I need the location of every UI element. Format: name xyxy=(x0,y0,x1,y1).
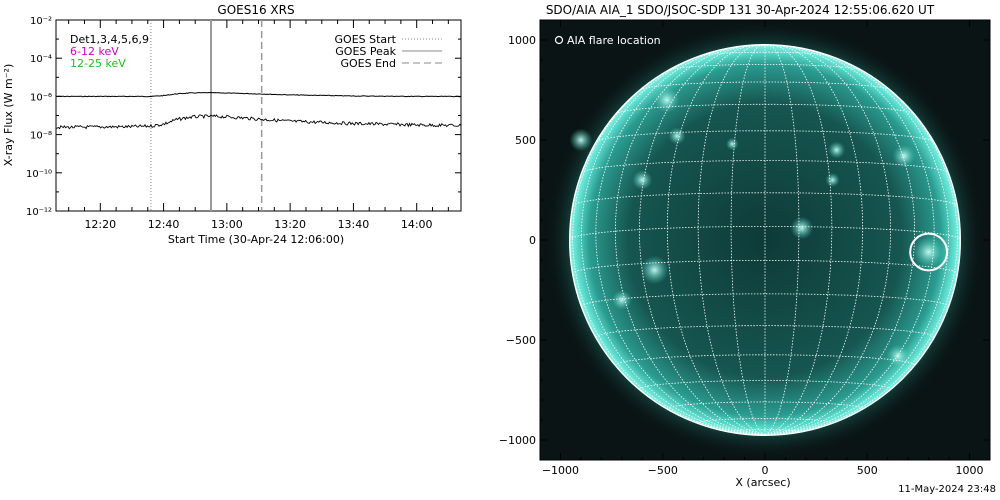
flare-legend-label: AIA flare location xyxy=(567,34,661,47)
goes-x-tick-label: 13:00 xyxy=(211,218,243,231)
meridian-line xyxy=(764,45,935,436)
goes-x-tick-label: 13:20 xyxy=(274,218,306,231)
goes-x-tick-label: 12:20 xyxy=(84,218,116,231)
legend-6-12-kev: 6-12 keV xyxy=(70,45,119,58)
aia-x-tick-label: 1000 xyxy=(956,464,984,477)
goes-y-tick-label: 10⁻¹² xyxy=(26,207,52,218)
parallel-line xyxy=(730,429,800,433)
goes-series-high xyxy=(56,91,462,98)
goes-chart-title: GOES16 XRS xyxy=(217,3,294,17)
legend-12-25-kev: 12-25 keV xyxy=(70,57,126,70)
goes-x-axis-label: Start Time (30-Apr-24 12:06:00) xyxy=(168,233,344,246)
goes-y-tick-label: 10⁻⁸ xyxy=(30,131,52,142)
parallel-line xyxy=(668,64,862,71)
active-region xyxy=(725,137,739,151)
goes-y-tick-label: 10⁻⁶ xyxy=(30,92,52,103)
solar-disk xyxy=(569,44,961,436)
active-region xyxy=(653,87,680,113)
legend-goes-peak: GOES Peak xyxy=(335,45,396,58)
goes-x-tick-label: 12:40 xyxy=(148,218,180,231)
meridian-line xyxy=(638,44,766,436)
aia-sun-image: SDO/AIA AIA_1 SDO/JSOC-SDP 131 30-Apr-20… xyxy=(499,3,991,489)
parallel-line xyxy=(639,81,891,91)
goes-x-tick-label: 14:00 xyxy=(401,218,433,231)
goes-y-axis-label: X-ray Flux (W m⁻²) xyxy=(2,64,15,166)
flare-location-circle xyxy=(909,232,949,272)
active-region xyxy=(912,236,945,268)
meridian-line xyxy=(666,44,766,436)
parallel-line xyxy=(572,192,958,206)
meridian-line xyxy=(730,44,766,436)
active-regions xyxy=(569,87,945,368)
parallel-line xyxy=(595,130,935,143)
active-region xyxy=(632,169,653,191)
meridian-line xyxy=(764,45,916,436)
goes-event-markers xyxy=(150,20,263,211)
aia-x-tick-label: 0 xyxy=(762,464,769,477)
goes-y-tick-label: 10⁻² xyxy=(30,16,52,27)
active-region xyxy=(828,141,846,159)
aia-axis-ticks: −1000 −500 0 500 1000 1000 500 0 −500 −1000 xyxy=(499,20,990,477)
aia-y-tick-label: −1000 xyxy=(499,434,536,447)
legend-goes-end: GOES End xyxy=(340,57,396,70)
goes-series-group xyxy=(55,91,462,130)
aia-y-tick-label: 500 xyxy=(515,134,536,147)
active-region xyxy=(825,172,840,188)
goes-x-tick-label: 13:40 xyxy=(338,218,370,231)
goes-series-low xyxy=(55,114,462,130)
meridian-line xyxy=(572,58,766,436)
legend-detectors: Det1,3,4,5,6,9 xyxy=(70,33,149,46)
footer-timestamp: 11-May-2024 23:48 xyxy=(898,484,996,495)
meridian-line xyxy=(614,45,766,436)
parallel-line xyxy=(639,380,891,390)
active-region xyxy=(569,128,593,152)
parallel-line xyxy=(572,260,958,274)
flare-legend-marker xyxy=(554,35,564,45)
meridian-line xyxy=(764,44,892,436)
legend-goes-start: GOES Start xyxy=(335,33,397,46)
parallel-line xyxy=(615,354,915,366)
aia-y-tick-label: −500 xyxy=(506,334,536,347)
aia-y-tick-label: 0 xyxy=(529,234,536,247)
aia-title: SDO/AIA AIA_1 SDO/JSOC-SDP 131 30-Apr-20… xyxy=(546,3,935,17)
meridian-line xyxy=(764,44,800,436)
active-region xyxy=(886,344,910,368)
parallel-line xyxy=(699,51,831,57)
meridian-line xyxy=(764,58,958,436)
active-region xyxy=(640,255,669,285)
active-region xyxy=(668,127,686,145)
goes-y-tick-label: 10⁻⁴ xyxy=(30,54,52,65)
aia-x-tick-label: 500 xyxy=(857,464,878,477)
active-region xyxy=(892,144,916,168)
active-region xyxy=(611,289,632,311)
meridian-line xyxy=(697,44,766,436)
aia-y-tick-label: 1000 xyxy=(508,34,536,47)
goes-x-ticks: 12:20 12:40 13:00 13:20 13:40 14:00 xyxy=(68,20,449,231)
parallel-line xyxy=(666,401,864,409)
aia-x-axis-label: X (arcsec) xyxy=(735,476,790,489)
solar-limb xyxy=(568,43,962,437)
parallel-line xyxy=(569,226,961,241)
goes-xrs-chart: GOES16 XRS 10⁻² 10⁻⁴ 10⁻⁶ 10⁻⁸ 10⁻¹⁰ 10⁻¹² 12… xyxy=(2,3,462,246)
meridian-line xyxy=(595,45,766,436)
active-region xyxy=(790,216,814,240)
parallel-line xyxy=(697,418,833,424)
meridian-line xyxy=(764,44,833,436)
parallel-line xyxy=(615,103,915,115)
goes-y-tick-label: 10⁻¹⁰ xyxy=(26,169,52,180)
aia-x-tick-label: −500 xyxy=(648,464,678,477)
meridian-line xyxy=(764,44,864,436)
parallel-line xyxy=(581,160,949,174)
aia-x-tick-label: −1000 xyxy=(542,464,579,477)
